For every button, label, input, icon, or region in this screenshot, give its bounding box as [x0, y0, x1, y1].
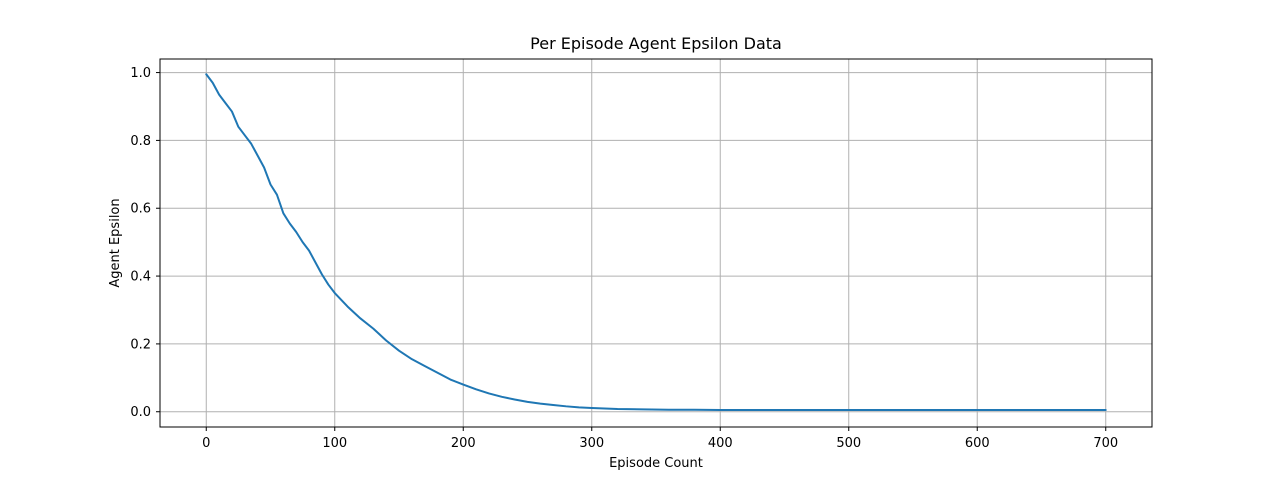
axes-frame: [159, 58, 1153, 428]
grid: [160, 59, 1152, 427]
ticks: 0 100 200 300 400 500 600 700 0.0 0.2 0.4 0.6 0.8 1.0: [130, 66, 1118, 451]
y-tick-label: 0.8: [130, 134, 151, 149]
x-tick-label: 300: [579, 436, 604, 451]
series-layer: [205, 73, 1107, 412]
x-axis-title: Episode Count: [609, 456, 703, 471]
epsilon-series-line: [205, 73, 1107, 412]
x-tick-label: 500: [836, 436, 861, 451]
chart-title: Per Episode Agent Epsilon Data: [530, 34, 782, 53]
y-axis-title: Agent Epsilon: [108, 198, 123, 287]
x-tick-label: 200: [451, 436, 476, 451]
x-tick-label: 700: [1093, 436, 1118, 451]
x-tick-label: 100: [322, 436, 347, 451]
y-tick-label: 0.2: [130, 337, 151, 352]
y-tick-label: 1.0: [130, 66, 151, 81]
x-tick-label: 0: [202, 436, 210, 451]
y-tick-label: 0.4: [130, 270, 151, 285]
x-tick-label: 400: [708, 436, 733, 451]
y-tick-label: 0.0: [130, 405, 151, 420]
y-tick-label: 0.6: [130, 202, 151, 217]
x-tick-label: 600: [965, 436, 990, 451]
